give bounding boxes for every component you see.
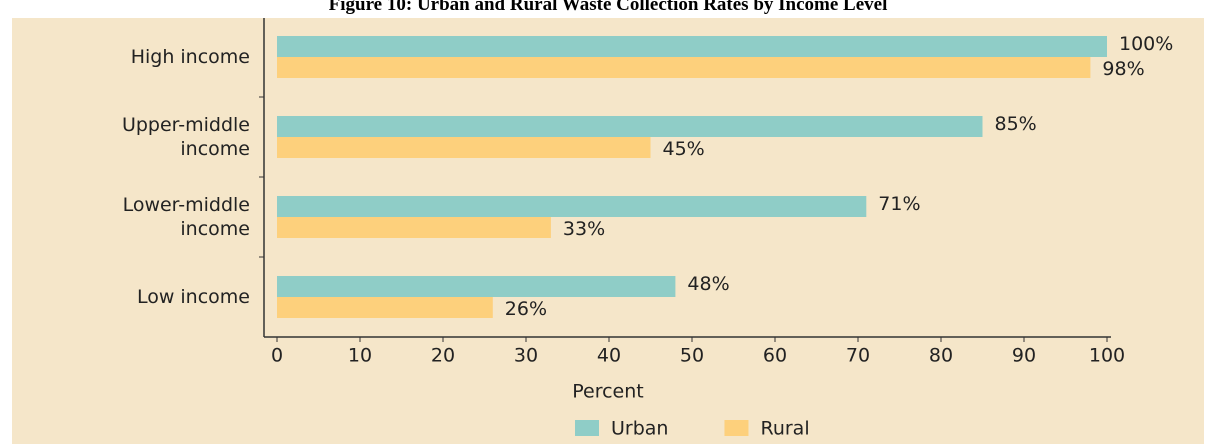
value-label: 33%	[563, 218, 605, 240]
bar	[277, 217, 551, 238]
value-label: 45%	[663, 138, 705, 160]
legend-swatch	[575, 420, 599, 436]
y-tick-label: Upper-middle income	[121, 114, 250, 160]
x-tick-label: 90	[1012, 345, 1036, 367]
x-tick-label: 10	[348, 345, 372, 367]
x-axis-label: Percent	[572, 381, 644, 403]
legend-swatch	[724, 420, 749, 436]
bar	[277, 137, 651, 158]
value-label: 26%	[505, 298, 547, 320]
legend-label: Urban	[611, 418, 668, 440]
x-tick-label: 80	[929, 345, 953, 367]
x-tick-label: 60	[763, 345, 787, 367]
bar	[277, 297, 493, 318]
x-tick-label: 100	[1089, 345, 1125, 367]
y-tick-label: Lower-middle income	[122, 194, 250, 240]
x-tick-label: 50	[680, 345, 704, 367]
y-tick-label: High income	[130, 46, 250, 68]
bar	[277, 196, 867, 217]
value-label: 48%	[687, 273, 729, 295]
bar	[277, 276, 676, 297]
x-tick-label: 30	[514, 345, 538, 367]
x-tick-label: 0	[271, 345, 283, 367]
bar	[277, 36, 1107, 57]
value-label: 71%	[878, 193, 920, 215]
legend-label: Rural	[760, 418, 809, 440]
chart-title: Figure 10: Urban and Rural Waste Collect…	[328, 0, 888, 15]
x-tick-label: 20	[431, 345, 455, 367]
value-label: 100%	[1119, 33, 1173, 55]
bar	[277, 57, 1091, 78]
bar	[277, 116, 983, 137]
value-label: 85%	[995, 113, 1037, 135]
y-tick-label: Low income	[136, 286, 250, 308]
x-tick-label: 70	[846, 345, 870, 367]
value-label: 98%	[1102, 58, 1144, 80]
chart-background	[12, 18, 1204, 444]
x-tick-label: 40	[597, 345, 621, 367]
